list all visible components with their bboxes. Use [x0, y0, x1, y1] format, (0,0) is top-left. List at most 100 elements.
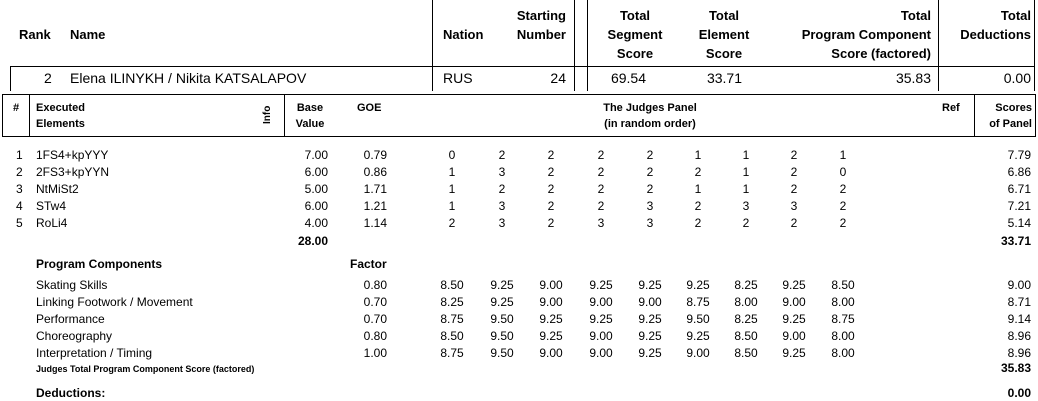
judge-component-score: 8.75: [831, 312, 855, 326]
judge-score: 2: [694, 165, 702, 179]
judge-score: 2: [547, 165, 555, 179]
skater-pcs: 35.83: [895, 70, 931, 86]
elements-score-total: 33.71: [1000, 234, 1031, 248]
divider: [587, 0, 588, 91]
component-name: Interpretation / Timing: [36, 346, 153, 360]
element-name: STw4: [36, 199, 67, 213]
component-name: Linking Footwork / Movement: [36, 295, 193, 309]
executed-header: Executed Elements: [36, 102, 85, 130]
judge-component-score: 8.25: [734, 278, 758, 292]
element-base-value: 6.00: [304, 165, 328, 179]
judge-score: 2: [547, 199, 555, 213]
judge-component-score: 9.00: [589, 346, 613, 360]
element-name: RoLi4: [36, 216, 68, 230]
elements-header-bottom: [2, 136, 1036, 137]
judge-component-score: 9.25: [638, 346, 662, 360]
element-number: 3: [16, 182, 23, 196]
judge-score: 1: [694, 182, 702, 196]
pcs-total-label: Judges Total Program Component Score (fa…: [36, 364, 255, 374]
judge-score: 1: [448, 182, 456, 196]
judge-score: 1: [448, 199, 456, 213]
element-goe: 1.21: [363, 199, 387, 213]
judge-component-score: 9.25: [490, 278, 514, 292]
judge-component-score: 9.25: [686, 329, 710, 343]
judge-score: 1: [694, 148, 702, 162]
judge-component-score: 9.25: [638, 312, 662, 326]
judge-score: 2: [790, 216, 798, 230]
divider: [1035, 94, 1036, 137]
judge-score: 2: [547, 182, 555, 196]
judge-score: 3: [498, 199, 506, 213]
deductions-value: 0.00: [1007, 386, 1031, 400]
skater-rank: 2: [44, 70, 52, 86]
judge-score: 3: [742, 199, 750, 213]
tes-header: Total Element Score: [698, 8, 750, 61]
judge-score: 2: [597, 148, 605, 162]
judge-component-score: 9.25: [686, 278, 710, 292]
header-rule: [10, 66, 1035, 67]
judge-score: 2: [839, 182, 847, 196]
element-base-value: 6.00: [304, 199, 328, 213]
judge-score: 2: [547, 216, 555, 230]
element-base-value: 4.00: [304, 216, 328, 230]
skater-starting-number: 24: [550, 70, 566, 86]
judge-score: 2: [498, 148, 506, 162]
judge-component-score: 8.75: [440, 346, 464, 360]
ref-header: Ref: [942, 102, 960, 114]
judge-component-score: 9.00: [539, 295, 563, 309]
factor-header: Factor: [350, 257, 387, 271]
judge-score: 2: [742, 216, 750, 230]
tss-header: Total Segment Score: [607, 8, 663, 61]
element-base-value: 5.00: [304, 182, 328, 196]
element-name: NtMiSt2: [36, 182, 79, 196]
judge-score: 2: [547, 148, 555, 162]
judge-component-score: 9.25: [539, 312, 563, 326]
judge-score: 2: [448, 216, 456, 230]
judge-component-score: 8.00: [831, 346, 855, 360]
judge-component-score: 9.25: [589, 278, 613, 292]
name-header: Name: [70, 27, 106, 42]
judge-component-score: 9.00: [539, 346, 563, 360]
element-name: 2FS3+kpYYN: [36, 165, 110, 179]
judge-score: 2: [498, 182, 506, 196]
element-goe: 0.79: [363, 148, 387, 162]
judge-score: 2: [790, 148, 798, 162]
judge-component-score: 9.25: [638, 329, 662, 343]
judge-component-score: 9.00: [782, 329, 806, 343]
component-name: Choreography: [36, 329, 113, 343]
deductions-label: Deductions:: [36, 386, 106, 400]
judge-score: 2: [694, 199, 702, 213]
element-base-value: 7.00: [304, 148, 328, 162]
judge-score: 1: [839, 148, 847, 162]
divider: [432, 0, 433, 91]
divider: [1034, 0, 1035, 91]
judge-component-score: 9.50: [490, 329, 514, 343]
judge-score: 2: [839, 216, 847, 230]
judge-component-score: 8.00: [831, 329, 855, 343]
component-factor: 0.70: [363, 295, 387, 309]
judge-score: 0: [448, 148, 456, 162]
component-factor: 0.80: [363, 278, 387, 292]
element-number: 2: [16, 165, 23, 179]
divider: [974, 94, 975, 137]
judge-component-score: 8.75: [440, 312, 464, 326]
divider: [284, 94, 285, 137]
skater-deductions: 0.00: [1003, 70, 1031, 86]
element-panel-score: 7.79: [1007, 148, 1031, 162]
element-panel-score: 7.21: [1007, 199, 1031, 213]
pcs-total-value: 35.83: [1000, 361, 1031, 375]
judge-component-score: 8.75: [686, 295, 710, 309]
judge-component-score: 9.50: [686, 312, 710, 326]
rank-header: Rank: [19, 27, 51, 42]
skater-tes: 33.71: [706, 70, 742, 86]
judge-score: 2: [597, 182, 605, 196]
divider: [10, 66, 11, 91]
judges-panel-header: The Judges Panel (in random order): [603, 102, 697, 130]
element-number: 4: [16, 199, 23, 213]
judge-score: 1: [742, 182, 750, 196]
goe-header: GOE: [357, 102, 382, 114]
judge-score: 2: [839, 199, 847, 213]
judge-score: 2: [597, 199, 605, 213]
judge-component-score: 9.00: [782, 295, 806, 309]
judge-component-score: 9.25: [539, 329, 563, 343]
